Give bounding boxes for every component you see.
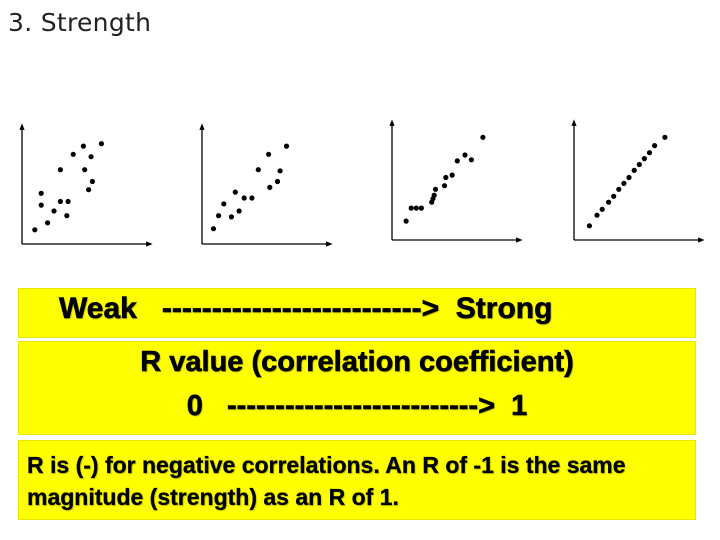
r-value-banner: R value (correlation coefficient) 0 ----… bbox=[18, 341, 696, 435]
negative-correlation-note: R is (-) for negative correlations. An R… bbox=[27, 452, 626, 510]
data-point bbox=[88, 154, 94, 160]
data-point bbox=[38, 202, 44, 208]
data-point bbox=[606, 199, 612, 205]
data-point bbox=[65, 198, 71, 205]
data-point bbox=[249, 195, 255, 201]
weak-label: Weak bbox=[59, 292, 137, 326]
data-point bbox=[32, 227, 38, 233]
data-point bbox=[468, 157, 474, 163]
data-point bbox=[611, 193, 617, 199]
strength-arrow: --------------------------> bbox=[161, 292, 440, 326]
data-point bbox=[89, 178, 95, 185]
data-point bbox=[403, 218, 409, 224]
data-point bbox=[462, 152, 468, 158]
data-point bbox=[283, 143, 290, 149]
data-point bbox=[241, 195, 247, 201]
data-point bbox=[594, 212, 600, 218]
data-point bbox=[586, 223, 593, 229]
data-point bbox=[228, 214, 234, 220]
data-point bbox=[51, 208, 57, 214]
data-point bbox=[267, 184, 273, 190]
scatter-plot-3 bbox=[389, 119, 523, 243]
data-point bbox=[652, 143, 658, 149]
data-point bbox=[236, 208, 242, 214]
data-point bbox=[413, 205, 419, 211]
data-point bbox=[86, 187, 92, 193]
data-point bbox=[266, 151, 272, 157]
r-value-scale: 0 --------------------------> 1 bbox=[186, 390, 528, 423]
data-point bbox=[480, 134, 486, 140]
data-point bbox=[662, 134, 668, 140]
data-point bbox=[70, 151, 76, 157]
data-point bbox=[255, 167, 261, 173]
data-point bbox=[443, 174, 449, 181]
scatter-plot-2 bbox=[199, 123, 333, 247]
data-point bbox=[408, 205, 414, 211]
data-point bbox=[631, 167, 637, 173]
data-point bbox=[274, 178, 281, 185]
r-value-label: R value (correlation coefficient) bbox=[140, 346, 574, 379]
data-point bbox=[636, 161, 642, 168]
scatter-plots bbox=[19, 119, 705, 247]
data-point bbox=[454, 158, 460, 164]
data-point bbox=[646, 150, 653, 156]
data-point bbox=[98, 141, 104, 147]
data-point bbox=[432, 186, 439, 192]
data-point bbox=[449, 172, 455, 178]
data-point bbox=[626, 174, 632, 181]
data-point bbox=[221, 201, 227, 207]
data-point bbox=[80, 143, 86, 149]
data-point bbox=[57, 198, 64, 205]
note-banner: R is (-) for negative correlations. An R… bbox=[18, 440, 696, 520]
data-point bbox=[216, 213, 222, 219]
data-point bbox=[641, 156, 648, 162]
strong-label: Strong bbox=[455, 292, 553, 326]
data-point bbox=[441, 183, 448, 189]
data-point bbox=[82, 167, 88, 173]
slide-title: 3. Strength bbox=[8, 8, 152, 37]
data-point bbox=[431, 192, 437, 198]
strength-scale-text: Weak --------------------------> Strong bbox=[59, 292, 553, 326]
data-point bbox=[45, 220, 51, 226]
data-point bbox=[599, 206, 605, 212]
data-point bbox=[38, 190, 44, 196]
data-point bbox=[64, 213, 70, 219]
scatter-plot-1 bbox=[19, 123, 153, 247]
data-point bbox=[210, 226, 217, 232]
data-point bbox=[277, 168, 283, 174]
data-point bbox=[57, 167, 64, 173]
data-point bbox=[232, 189, 238, 195]
strength-banner: Weak --------------------------> Strong bbox=[18, 288, 696, 338]
scatter-plot-4 bbox=[571, 119, 705, 243]
data-point bbox=[418, 205, 424, 211]
data-point bbox=[616, 186, 622, 192]
data-point bbox=[621, 180, 627, 186]
